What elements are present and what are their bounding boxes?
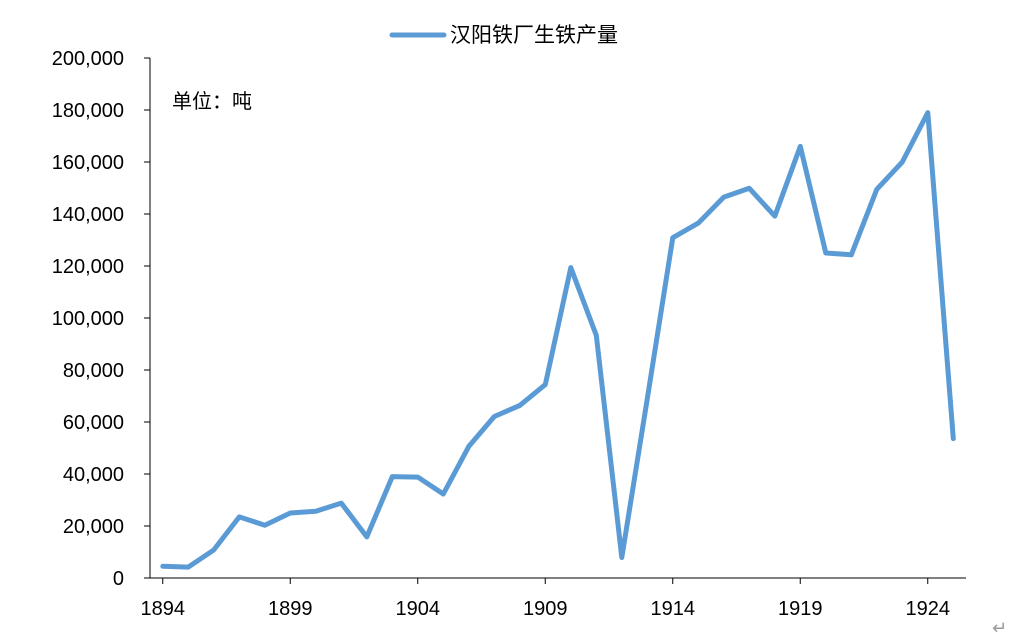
y-tick-label: 0 xyxy=(113,568,124,590)
y-tick-label: 80,000 xyxy=(63,360,124,382)
x-tick-label: 1899 xyxy=(268,598,313,620)
y-axis: 0 20,000 40,000 60,000 80,000 100,000 120,000 1… xyxy=(52,48,151,590)
y-tick-label: 120,000 xyxy=(52,256,124,278)
x-tick-label: 1909 xyxy=(523,598,568,620)
y-tick-label: 20,000 xyxy=(63,516,124,538)
y-tick-label: 180,000 xyxy=(52,100,124,122)
legend: 汉阳铁厂生铁产量 xyxy=(389,23,618,47)
series-line xyxy=(160,110,956,570)
unit-label: 单位：吨 xyxy=(172,89,252,113)
y-tick-label: 160,000 xyxy=(52,152,124,174)
return-mark: ↵ xyxy=(992,618,1007,639)
x-axis: 1894 1899 1904 1909 1914 1919 1924 xyxy=(141,577,966,620)
y-tick-label: 140,000 xyxy=(52,204,124,226)
y-tick-label: 60,000 xyxy=(63,412,124,434)
x-tick-label: 1924 xyxy=(906,598,951,620)
legend-label: 汉阳铁厂生铁产量 xyxy=(450,23,618,47)
x-tick-label: 1904 xyxy=(396,598,441,620)
y-tick-label: 200,000 xyxy=(52,48,124,70)
x-tick-label: 1919 xyxy=(778,598,823,620)
y-tick-label: 100,000 xyxy=(52,308,124,330)
x-tick-label: 1894 xyxy=(141,598,186,620)
y-tick-label: 40,000 xyxy=(63,464,124,486)
x-tick-label: 1914 xyxy=(651,598,696,620)
series-layer xyxy=(160,110,956,570)
